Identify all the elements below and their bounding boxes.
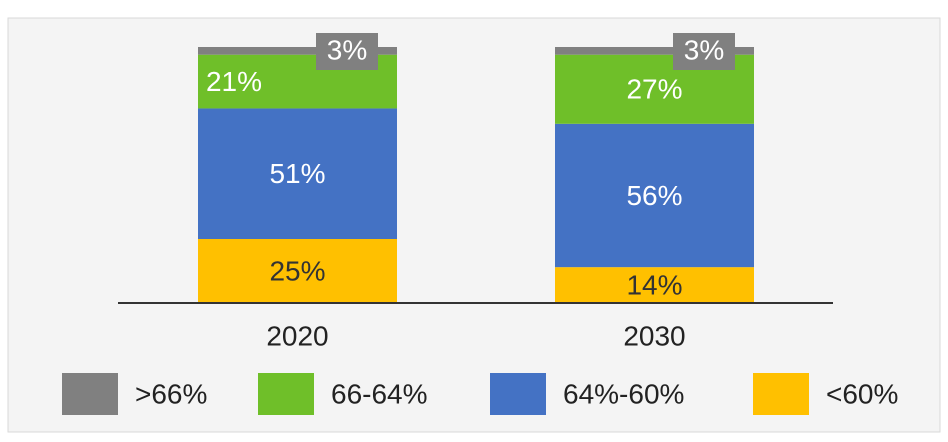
legend-label: >66% [135,378,207,409]
data-label: 51% [269,158,325,189]
x-tick-label: 2030 [623,320,685,351]
legend-swatch [753,373,809,415]
legend-swatch [490,373,546,415]
x-tick-label: 2020 [266,320,328,351]
bar-segment [555,123,754,268]
label-box [673,33,735,70]
data-label: 14% [626,269,682,300]
bar-segment [555,267,754,303]
data-label: 25% [269,255,325,286]
data-label: 3% [684,34,724,65]
bar-segment [198,239,397,303]
data-label: 56% [626,180,682,211]
bar-segment [198,108,397,239]
data-label: 27% [626,74,682,105]
data-label: 3% [327,34,367,65]
legend-label: 64%-60% [563,378,684,409]
data-label: 21% [206,66,262,97]
chart-background [7,17,941,433]
legend-label: 66-64% [331,378,428,409]
legend-swatch [62,373,118,415]
bar-segment [198,47,397,55]
legend-swatch [258,373,314,415]
label-box [316,33,378,70]
legend-label: <60% [826,378,898,409]
bar-segment [555,47,754,55]
